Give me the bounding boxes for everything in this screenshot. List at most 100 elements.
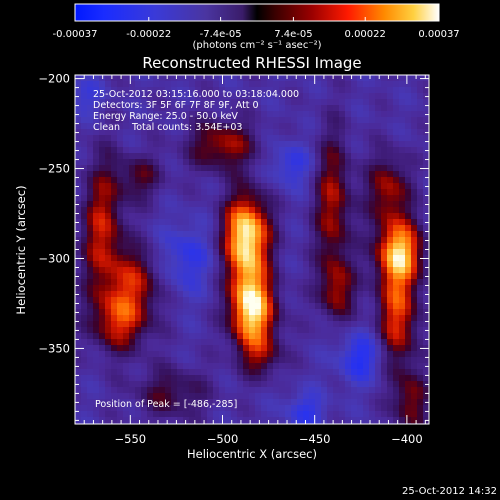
heatmap-cell [423, 87, 429, 93]
heatmap-cell [177, 195, 183, 201]
heatmap-cell [417, 189, 423, 195]
heatmap-cell [147, 411, 153, 417]
heatmap-cell [303, 147, 309, 153]
heatmap-cell [87, 327, 93, 333]
heatmap-cell [327, 213, 333, 219]
heatmap-cell [165, 159, 171, 165]
heatmap-cell [159, 117, 165, 123]
heatmap-cell [207, 117, 213, 123]
heatmap-cell [345, 333, 351, 339]
heatmap-cell [327, 315, 333, 321]
heatmap-cell [291, 219, 297, 225]
heatmap-cell [129, 327, 135, 333]
heatmap-cell [183, 351, 189, 357]
heatmap-cell [309, 159, 315, 165]
heatmap-cell [363, 93, 369, 99]
heatmap-cell [129, 279, 135, 285]
heatmap-cell [375, 417, 381, 423]
heatmap-cell [303, 129, 309, 135]
heatmap-cell [111, 291, 117, 297]
heatmap-cell [81, 123, 87, 129]
heatmap-cell [117, 177, 123, 183]
heatmap-cell [243, 147, 249, 153]
heatmap-cell [141, 333, 147, 339]
heatmap-cell [405, 309, 411, 315]
heatmap-cell [279, 375, 285, 381]
heatmap-cell [153, 171, 159, 177]
heatmap-cell [225, 177, 231, 183]
heatmap-cell [309, 87, 315, 93]
heatmap-cell [273, 411, 279, 417]
heatmap-cell [303, 171, 309, 177]
heatmap-cell [93, 261, 99, 267]
heatmap-cell [399, 411, 405, 417]
heatmap-cell [81, 231, 87, 237]
heatmap-cell [333, 249, 339, 255]
heatmap-cell [243, 135, 249, 141]
heatmap-cell [363, 261, 369, 267]
heatmap-cell [309, 225, 315, 231]
heatmap-cell [159, 381, 165, 387]
heatmap-cell [153, 117, 159, 123]
heatmap-cell [417, 219, 423, 225]
colorbar-tick-label: -0.00037 [53, 29, 98, 40]
heatmap-cell [207, 399, 213, 405]
heatmap-cell [387, 207, 393, 213]
heatmap-cell [381, 201, 387, 207]
heatmap-cell [411, 225, 417, 231]
heatmap-cell [99, 129, 105, 135]
heatmap-cell [333, 321, 339, 327]
heatmap-cell [75, 279, 81, 285]
heatmap-cell [207, 213, 213, 219]
heatmap-cell [207, 195, 213, 201]
heatmap-cell [255, 291, 261, 297]
heatmap-cell [111, 309, 117, 315]
heatmap-cell [369, 321, 375, 327]
heatmap-cell [375, 81, 381, 87]
heatmap-cell [201, 183, 207, 189]
heatmap-cell [249, 327, 255, 333]
heatmap-cell [189, 189, 195, 195]
heatmap-cell [375, 231, 381, 237]
heatmap-cell [405, 411, 411, 417]
heatmap-cell [147, 231, 153, 237]
heatmap-cell [339, 105, 345, 111]
heatmap-cell [399, 117, 405, 123]
heatmap-cell [351, 75, 357, 81]
colorbar-units: (photons cm⁻² s⁻¹ asec⁻²) [192, 40, 321, 51]
heatmap-cell [249, 177, 255, 183]
heatmap-cell [279, 219, 285, 225]
heatmap-cell [357, 111, 363, 117]
heatmap-cell [249, 99, 255, 105]
heatmap-cell [189, 399, 195, 405]
heatmap-cell [189, 321, 195, 327]
heatmap-cell [99, 417, 105, 423]
heatmap-cell [141, 147, 147, 153]
heatmap-cell [309, 333, 315, 339]
heatmap-cell [183, 81, 189, 87]
heatmap-cell [129, 207, 135, 213]
heatmap-cell [171, 405, 177, 411]
heatmap-cell [261, 195, 267, 201]
heatmap-cell [135, 321, 141, 327]
heatmap-cell [273, 333, 279, 339]
heatmap-cell [285, 147, 291, 153]
heatmap-cell [309, 141, 315, 147]
heatmap-cell [105, 123, 111, 129]
heatmap-cell [225, 387, 231, 393]
heatmap-cell [159, 171, 165, 177]
heatmap-cell [225, 345, 231, 351]
heatmap-cell [315, 81, 321, 87]
heatmap-cell [345, 189, 351, 195]
heatmap-cell [315, 279, 321, 285]
heatmap-cell [81, 399, 87, 405]
heatmap-cell [387, 363, 393, 369]
heatmap-cell [309, 303, 315, 309]
heatmap-cell [111, 249, 117, 255]
heatmap-cell [339, 393, 345, 399]
heatmap-cell [387, 99, 393, 105]
heatmap-cell [309, 99, 315, 105]
image-annotations: 25-Oct-2012 03:15:16.000 to 03:18:04.000… [93, 89, 299, 410]
heatmap-cell [141, 171, 147, 177]
heatmap-cell [345, 279, 351, 285]
